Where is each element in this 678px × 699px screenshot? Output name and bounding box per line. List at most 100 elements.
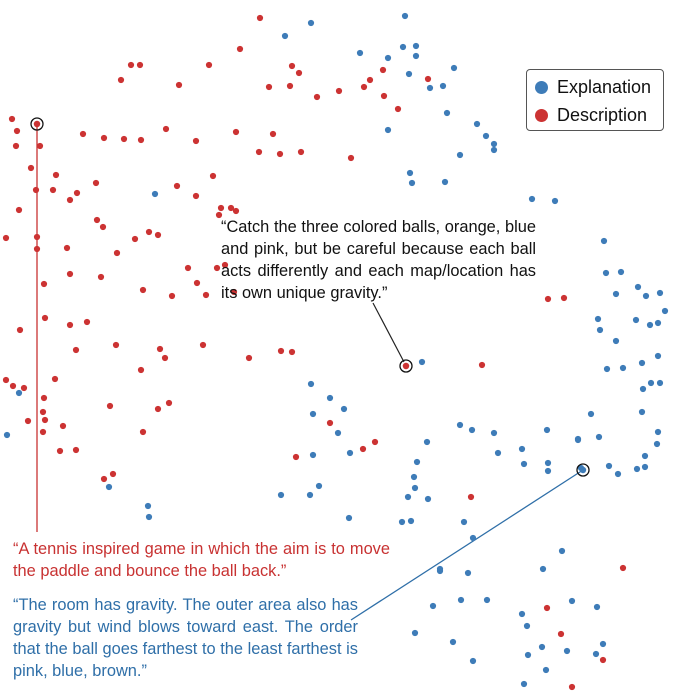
explanation-point [661, 307, 669, 315]
explanation-point [449, 638, 457, 646]
description-point [359, 445, 367, 453]
description-point [192, 137, 200, 145]
legend-entry-description: Description [535, 105, 647, 126]
description-point [136, 61, 144, 69]
explanation-point [593, 603, 601, 611]
description-point [568, 683, 576, 691]
description-point [199, 341, 207, 349]
description-point [59, 422, 67, 430]
description-point [109, 470, 117, 478]
description-point [63, 244, 71, 252]
description-point [173, 182, 181, 190]
description-point [32, 186, 40, 194]
description-point [165, 399, 173, 407]
explanation-point [632, 316, 640, 324]
explanation-point [634, 283, 642, 291]
description-point [92, 179, 100, 187]
explanation-point [334, 429, 342, 437]
explanation-point [596, 326, 604, 334]
explanation-point [656, 379, 664, 387]
explanation-point [612, 290, 620, 298]
description-point [202, 291, 210, 299]
description-point [97, 273, 105, 281]
description-point [73, 189, 81, 197]
explanation-point [306, 491, 314, 499]
description-point [156, 345, 164, 353]
description-point [112, 341, 120, 349]
description-point [236, 45, 244, 53]
explanation-point [443, 109, 451, 117]
explanation-point [542, 666, 550, 674]
legend: Explanation Description [526, 69, 664, 131]
explanation-point [309, 451, 317, 459]
explanation-point [568, 597, 576, 605]
description-point [93, 216, 101, 224]
description-point [543, 604, 551, 612]
description-point [8, 115, 16, 123]
description-point [215, 211, 223, 219]
description-point [297, 148, 305, 156]
explanation-point [603, 365, 611, 373]
description-point [379, 66, 387, 74]
description-point [83, 318, 91, 326]
explanation-point [384, 54, 392, 62]
explanation-point [345, 514, 353, 522]
center-connector-line [372, 302, 405, 363]
description-point [269, 130, 277, 138]
explanation-point [469, 657, 477, 665]
explanation-point [646, 321, 654, 329]
description-point [72, 446, 80, 454]
description-point [66, 196, 74, 204]
explanation-point [490, 146, 498, 154]
description-point [292, 453, 300, 461]
description-point [15, 206, 23, 214]
explanation-point [411, 484, 419, 492]
explanation-point [563, 647, 571, 655]
explanation-point [307, 19, 315, 27]
description-point [227, 204, 235, 212]
explanation-point [418, 358, 426, 366]
explanation-point [356, 49, 364, 57]
highlight-ring [576, 463, 590, 477]
explanation-point [544, 467, 552, 475]
explanation-point [638, 408, 646, 416]
explanation-point [639, 385, 647, 393]
explanation-point [494, 449, 502, 457]
description-point [288, 62, 296, 70]
description-point [9, 382, 17, 390]
explanation-point [599, 640, 607, 648]
description-point [168, 292, 176, 300]
description-point [162, 125, 170, 133]
explanation-point [456, 421, 464, 429]
explanation-point [412, 42, 420, 50]
explanation-point [405, 70, 413, 78]
explanation-point [520, 460, 528, 468]
explanation-point [413, 458, 421, 466]
description-point [256, 14, 264, 22]
explanation-point [315, 482, 323, 490]
explanation-point [523, 622, 531, 630]
description-point [360, 83, 368, 91]
explanation-point [647, 379, 655, 387]
explanation-point [439, 82, 447, 90]
highlighted-point [579, 466, 587, 474]
description-point [467, 493, 475, 501]
description-point [27, 164, 35, 172]
description-point [33, 245, 41, 253]
explanation-point [612, 337, 620, 345]
explanation-point [456, 151, 464, 159]
description-point [100, 134, 108, 142]
description-point [137, 136, 145, 144]
explanation-point [346, 449, 354, 457]
explanation-point [401, 12, 409, 20]
description-point [619, 564, 627, 572]
explanation-point [619, 364, 627, 372]
explanation-point [429, 602, 437, 610]
explanation-point [464, 569, 472, 577]
legend-marker-description [535, 109, 548, 122]
explanation-point [518, 445, 526, 453]
explanation-point [424, 495, 432, 503]
description-point [544, 295, 552, 303]
description-point [230, 288, 238, 296]
explanation-point [592, 650, 600, 658]
